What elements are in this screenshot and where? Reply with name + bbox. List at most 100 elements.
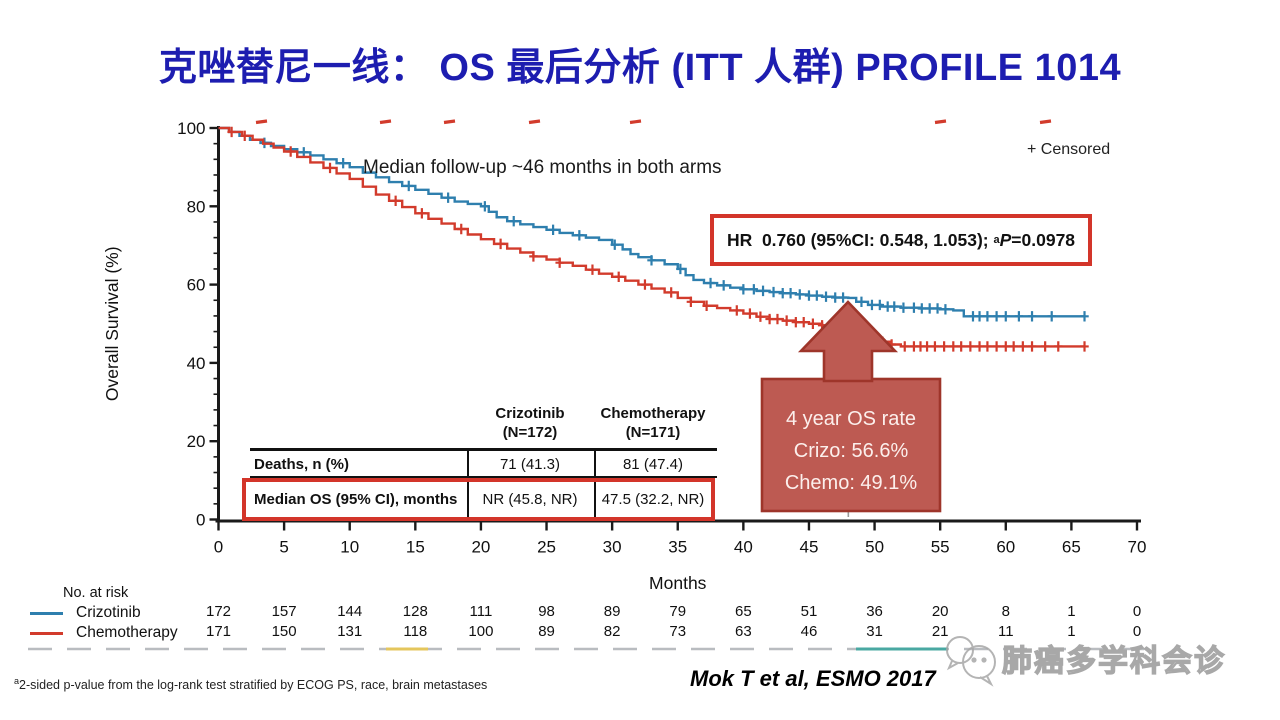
censor-mark-crizotinib <box>739 284 748 295</box>
censor-mark-chemotherapy <box>939 341 949 352</box>
censor-mark-crizotinib <box>857 296 866 308</box>
table-rule <box>467 448 469 521</box>
censor-mark-crizotinib <box>299 147 308 158</box>
x-axis-label: Months <box>649 573 707 593</box>
x-tick-label: 20 <box>471 538 490 557</box>
censor-mark-crizotinib <box>1001 311 1010 322</box>
y-axis-label: Overall Survival (%) <box>102 246 122 401</box>
cropped-text-remnant <box>934 119 947 125</box>
censor-mark-crizotinib <box>992 311 1001 322</box>
x-tick-label: 60 <box>996 538 1015 557</box>
x-tick-label: 10 <box>340 538 359 557</box>
x-tick-label: 70 <box>1128 538 1147 557</box>
censor-mark-chemotherapy <box>555 257 564 268</box>
median-os-crizotinib: NR (45.8, NR) <box>482 491 578 508</box>
censor-mark-chemotherapy <box>732 305 741 316</box>
censor-mark-crizotinib <box>1047 311 1056 322</box>
censor-mark-crizotinib <box>875 299 885 311</box>
censor-mark-chemotherapy <box>529 251 538 262</box>
footnote: a2-sided p-value from the log-rank test … <box>14 676 488 693</box>
censor-mark-chemotherapy <box>614 271 623 282</box>
censor-mark-chemotherapy <box>949 341 958 352</box>
column-header-chemotherapy: Chemotherapy (N=171) <box>600 405 706 441</box>
deaths-chemotherapy: 81 (47.4) <box>622 456 684 473</box>
censor-mark-chemotherapy <box>1027 341 1037 352</box>
censor-mark-chemotherapy <box>286 146 295 157</box>
censor-mark-chemotherapy <box>1009 341 1018 352</box>
censor-mark-chemotherapy <box>983 341 992 352</box>
censor-mark-chemotherapy <box>1080 341 1089 352</box>
row-label-deaths: Deaths, n (%) <box>254 456 350 473</box>
citation: Mok T et al, ESMO 2017 <box>690 666 936 691</box>
censor-mark-chemotherapy <box>457 223 466 235</box>
censor-mark-chemotherapy <box>992 341 1001 352</box>
censor-mark-crizotinib <box>812 290 822 301</box>
censor-mark-crizotinib <box>1014 311 1024 322</box>
censor-mark-chemotherapy <box>956 341 966 352</box>
x-tick-label: 5 <box>279 538 288 557</box>
table-rule <box>594 448 596 521</box>
deaths-crizotinib: 71 (41.3) <box>499 456 561 473</box>
censor-mark-crizotinib <box>749 284 759 295</box>
hr-p-value: =0.0978 <box>1011 229 1076 250</box>
censor-mark-crizotinib <box>480 201 490 212</box>
cropped-text-remnant <box>629 119 642 125</box>
page-title: 克唑替尼一线： OS 最后分析 (ITT 人群) PROFILE 1014 <box>158 47 1122 89</box>
censor-mark-chemotherapy <box>975 341 984 352</box>
cropped-text-remnant <box>1039 119 1052 125</box>
censor-mark-crizotinib <box>1080 311 1089 322</box>
censor-mark-chemotherapy <box>1040 341 1050 352</box>
censor-mark-chemotherapy <box>686 296 696 308</box>
censor-mark-crizotinib <box>509 215 518 227</box>
four-year-os-callout: 4 year OS rate Crizo: 56.6% Chemo: 49.1% <box>784 408 918 494</box>
x-tick-label: 55 <box>931 538 950 557</box>
censor-mark-chemotherapy <box>640 279 650 290</box>
censor-mark-chemotherapy <box>966 341 975 352</box>
censor-mark-crizotinib <box>548 224 558 235</box>
censor-mark-chemotherapy <box>588 264 597 275</box>
x-tick-label: 40 <box>734 538 753 557</box>
cropped-text-remnant <box>443 119 456 125</box>
wechat-logo-icon <box>946 636 996 687</box>
censor-mark-chemotherapy <box>922 341 932 352</box>
censored-legend: + Censored <box>1027 141 1111 158</box>
censor-mark-chemotherapy <box>1018 341 1028 352</box>
row-label-median-os: Median OS (95% CI), months <box>254 491 458 508</box>
censor-mark-crizotinib <box>706 277 715 289</box>
x-tick-label: 25 <box>537 538 556 557</box>
y-tick-label: 40 <box>187 354 206 373</box>
censor-mark-chemotherapy <box>808 318 818 329</box>
censor-mark-chemotherapy <box>496 238 505 250</box>
callout-arrow <box>797 300 899 383</box>
censor-mark-crizotinib <box>610 239 619 250</box>
x-tick-label: 35 <box>668 538 687 557</box>
censor-mark-chemotherapy <box>930 341 940 352</box>
x-tick-label: 45 <box>800 538 819 557</box>
censor-mark-chemotherapy <box>745 308 755 319</box>
censor-mark-crizotinib <box>1027 311 1037 322</box>
censor-mark-crizotinib <box>838 292 848 303</box>
censor-mark-chemotherapy <box>391 195 400 207</box>
x-tick-label: 50 <box>865 538 884 557</box>
y-tick-label: 80 <box>187 197 206 216</box>
censor-mark-crizotinib <box>975 311 984 322</box>
censor-mark-crizotinib <box>909 302 919 313</box>
censor-mark-crizotinib <box>917 303 927 314</box>
followup-annotation: Median follow-up ~46 months in both arms <box>363 157 722 178</box>
censor-mark-chemotherapy <box>666 287 676 298</box>
censor-mark-crizotinib <box>647 255 656 266</box>
censor-mark-crizotinib <box>941 304 950 315</box>
y-tick-label: 60 <box>187 276 206 295</box>
column-header-crizotinib: Crizotinib (N=172) <box>495 405 565 441</box>
x-tick-label: 30 <box>603 538 622 557</box>
censor-mark-chemotherapy <box>417 208 427 219</box>
censor-mark-crizotinib <box>831 292 840 303</box>
table-rule <box>250 476 717 478</box>
censor-mark-chemotherapy <box>1054 341 1063 352</box>
censor-mark-crizotinib <box>786 288 795 299</box>
censor-mark-crizotinib <box>338 158 348 169</box>
censor-mark-crizotinib <box>758 285 768 297</box>
censor-mark-chemotherapy <box>702 300 711 311</box>
cropped-text-remnant <box>528 119 541 125</box>
